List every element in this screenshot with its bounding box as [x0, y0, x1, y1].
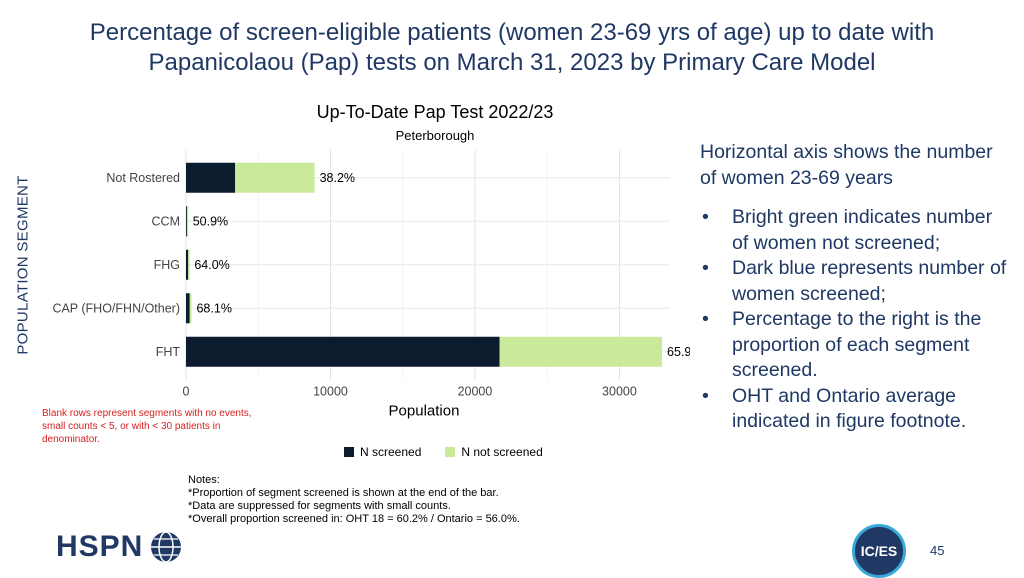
- bar-screened: [186, 162, 236, 193]
- hspn-logo: HSPN: [56, 530, 183, 564]
- bar-screened: [186, 249, 189, 280]
- data-label: 68.1%: [196, 301, 231, 315]
- slide-title: Percentage of screen-eligible patients (…: [89, 19, 935, 76]
- category-label: CCM: [152, 214, 180, 228]
- bar-not-screened: [188, 249, 190, 280]
- data-label: 50.9%: [193, 214, 228, 228]
- legend-label-not-screened: N not screened: [461, 445, 543, 459]
- category-label: CAP (FHO/FHN/Other): [52, 301, 180, 315]
- side-explanation: Horizontal axis shows the number of wome…: [700, 140, 1010, 435]
- bar-screened: [186, 293, 190, 324]
- globe-icon: [151, 531, 182, 563]
- legend-swatch-screened: [344, 447, 354, 457]
- ices-logo-text: IC/ES: [860, 543, 898, 559]
- page-number: 45: [930, 543, 945, 558]
- bar-chart: Not Rostered 38.2% CCM 50.9% FHG 64.0% CAP (FH…: [52, 150, 690, 420]
- notes-line: *Proportion of segment screened is shown…: [188, 487, 499, 499]
- notes-line: *Overall proportion screened in: OHT 18 …: [188, 513, 520, 525]
- x-tick-label: 30000: [602, 385, 637, 399]
- chart-legend: N screened N not screened: [344, 445, 543, 459]
- side-intro: Horizontal axis shows the number of wome…: [700, 141, 993, 189]
- x-axis-title: Population: [389, 403, 460, 420]
- x-tick-label: 10000: [313, 385, 348, 399]
- side-bullet: Bright green indicates number of women n…: [700, 205, 1010, 256]
- bar-not-screened: [186, 206, 189, 237]
- category-label: Not Rostered: [106, 171, 180, 185]
- bar-screened: [186, 206, 188, 237]
- x-tick-label: 20000: [458, 385, 493, 399]
- blank-rows-note: Blank rows represent segments with no ev…: [42, 408, 252, 445]
- side-bullet: Dark blue represents number of women scr…: [700, 256, 1010, 307]
- notes-heading: Notes:: [188, 474, 220, 486]
- chart-notes: Notes: *Proportion of segment screened i…: [188, 474, 608, 526]
- category-label: FHG: [154, 258, 180, 272]
- side-bullet: Percentage to the right is the proportio…: [700, 307, 1010, 384]
- x-tick-label: 0: [183, 385, 190, 399]
- chart-subtitle: Peterborough: [395, 128, 475, 143]
- category-label: FHT: [156, 345, 181, 359]
- side-bullet: OHT and Ontario average indicated in fig…: [700, 384, 1010, 435]
- data-label: 64.0%: [194, 258, 229, 272]
- side-bullet-list: Bright green indicates number of women n…: [700, 205, 1010, 435]
- bar-screened: [186, 336, 500, 367]
- chart-title: Up-To-Date Pap Test 2022/23: [316, 102, 554, 122]
- legend-label-screened: N screened: [360, 445, 422, 459]
- hspn-logo-text: HSPN: [56, 530, 144, 563]
- notes-line: *Data are suppressed for segments with s…: [188, 500, 451, 512]
- data-label: 38.2%: [320, 171, 355, 185]
- bar-not-screened: [189, 293, 192, 324]
- bar-not-screened: [235, 162, 315, 193]
- ices-logo: IC/ES: [852, 524, 906, 578]
- data-label: 65.9%: [667, 345, 690, 359]
- legend-swatch-not-screened: [445, 447, 456, 457]
- bar-not-screened: [499, 336, 663, 367]
- y-axis-title-text: POPULATION SEGMENT: [14, 175, 32, 355]
